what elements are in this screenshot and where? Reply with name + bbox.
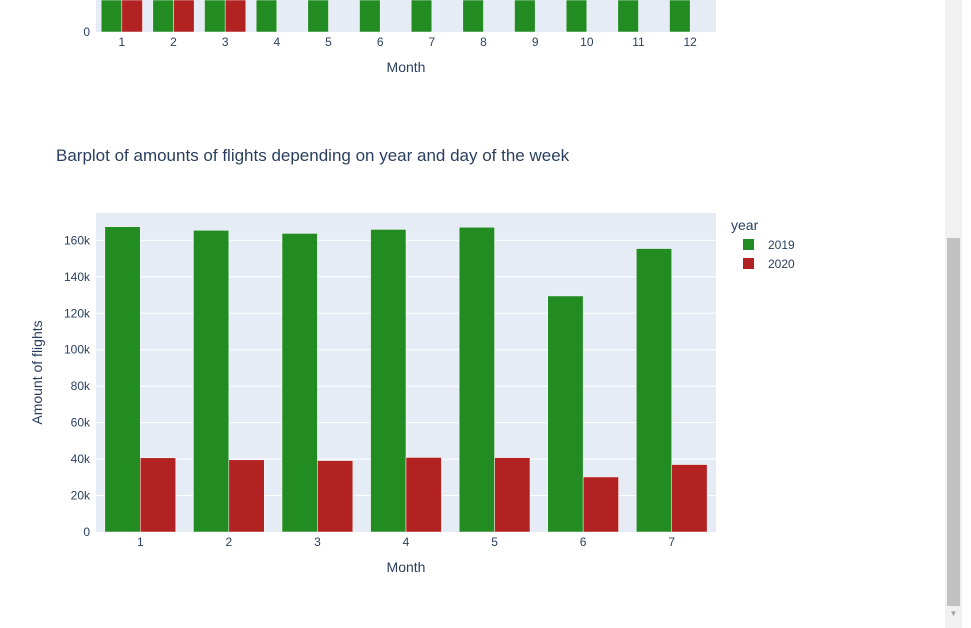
x-tick-label: 1 [137, 535, 144, 549]
x-tick-label: 7 [428, 35, 435, 49]
bar-2020 [121, 0, 143, 33]
scrollbar-thumb[interactable] [947, 238, 960, 606]
x-tick-label: 9 [532, 35, 539, 49]
bar-2019 [462, 0, 484, 33]
legend-label-2019: 2019 [768, 238, 795, 252]
y-tick-label: 120k [64, 306, 91, 320]
bar-2019 [617, 0, 639, 33]
y-tick-label: 60k [71, 416, 91, 430]
y-tick-label: 160k [64, 233, 91, 247]
bar-2019 [255, 0, 278, 33]
x-axis-title: Month [387, 59, 426, 75]
x-tick-label: 8 [480, 35, 487, 49]
x-tick-label: 5 [325, 35, 332, 49]
bar-2019 [458, 226, 495, 533]
bar-2020 [582, 476, 619, 533]
x-tick-label: 7 [668, 535, 675, 549]
bar-2019 [204, 0, 226, 33]
x-tick-label: 11 [632, 35, 645, 49]
bar-2019 [370, 229, 407, 533]
x-tick-label: 3 [222, 35, 229, 49]
legend-label-2020: 2020 [768, 257, 795, 271]
bar-2019 [410, 0, 433, 33]
bar-2019 [547, 295, 584, 533]
bar-2019 [281, 233, 318, 533]
bar-2020 [224, 0, 247, 33]
x-tick-label: 12 [683, 35, 697, 49]
x-tick-label: 5 [491, 535, 498, 549]
y-tick-label: 0 [83, 525, 90, 539]
y-tick-label: 20k [71, 489, 91, 503]
x-tick-label: 2 [226, 535, 233, 549]
bar-2020 [671, 464, 708, 533]
bar-2019 [359, 0, 381, 33]
y-tick-label: 140k [64, 270, 91, 284]
bar-2020 [140, 457, 176, 533]
x-tick-label: 4 [273, 35, 280, 49]
bar-2020 [173, 0, 195, 33]
x-tick-label: 1 [118, 35, 125, 49]
bar-2020 [405, 457, 442, 533]
bar-2020 [228, 459, 265, 533]
legend-title: year [731, 217, 759, 233]
x-tick-label: 10 [580, 35, 594, 49]
page: 1 2 3 4 5 6 7 8 9 10 11 12 0 Month Barplot of amounts… [29, 0, 796, 575]
legend-swatch-2019 [743, 239, 754, 250]
y-tick-label: 0 [83, 25, 90, 39]
bar-2019 [104, 226, 141, 533]
x-axis-title: Month [387, 559, 426, 575]
plot-area [96, 0, 716, 32]
y-tick-label: 80k [71, 379, 91, 393]
x-tick-label: 2 [170, 35, 177, 49]
bar-2019 [565, 0, 588, 33]
bar-2020 [494, 457, 531, 533]
scroll-down-arrow-icon[interactable]: ▼ [949, 609, 958, 618]
bar-2019 [307, 0, 329, 33]
y-tick-label: 100k [64, 343, 91, 357]
vertical-scrollbar[interactable]: ▼ [945, 0, 962, 628]
x-tick-label: 3 [314, 535, 321, 549]
x-tick-label: 6 [377, 35, 384, 49]
main-bar-chart: 0 20k 40k 60k 80k 100k 120k 140k 160k 1 2 3 4 5 6 7 Mont… [29, 213, 795, 575]
bar-2019 [193, 230, 230, 533]
x-tick-label: 4 [403, 535, 410, 549]
bar-2019 [636, 248, 672, 533]
x-tick-label: 6 [580, 535, 587, 549]
bar-2019 [669, 0, 691, 33]
bar-2019 [100, 0, 123, 33]
y-axis-title: Amount of flights [29, 320, 45, 424]
bar-2019 [514, 0, 536, 33]
legend-swatch-2020 [743, 258, 754, 269]
chart-title: Barplot of amounts of flights depending … [56, 146, 570, 165]
bar-2019 [152, 0, 174, 33]
y-tick-label: 40k [71, 452, 91, 466]
bar-2020 [317, 460, 354, 533]
